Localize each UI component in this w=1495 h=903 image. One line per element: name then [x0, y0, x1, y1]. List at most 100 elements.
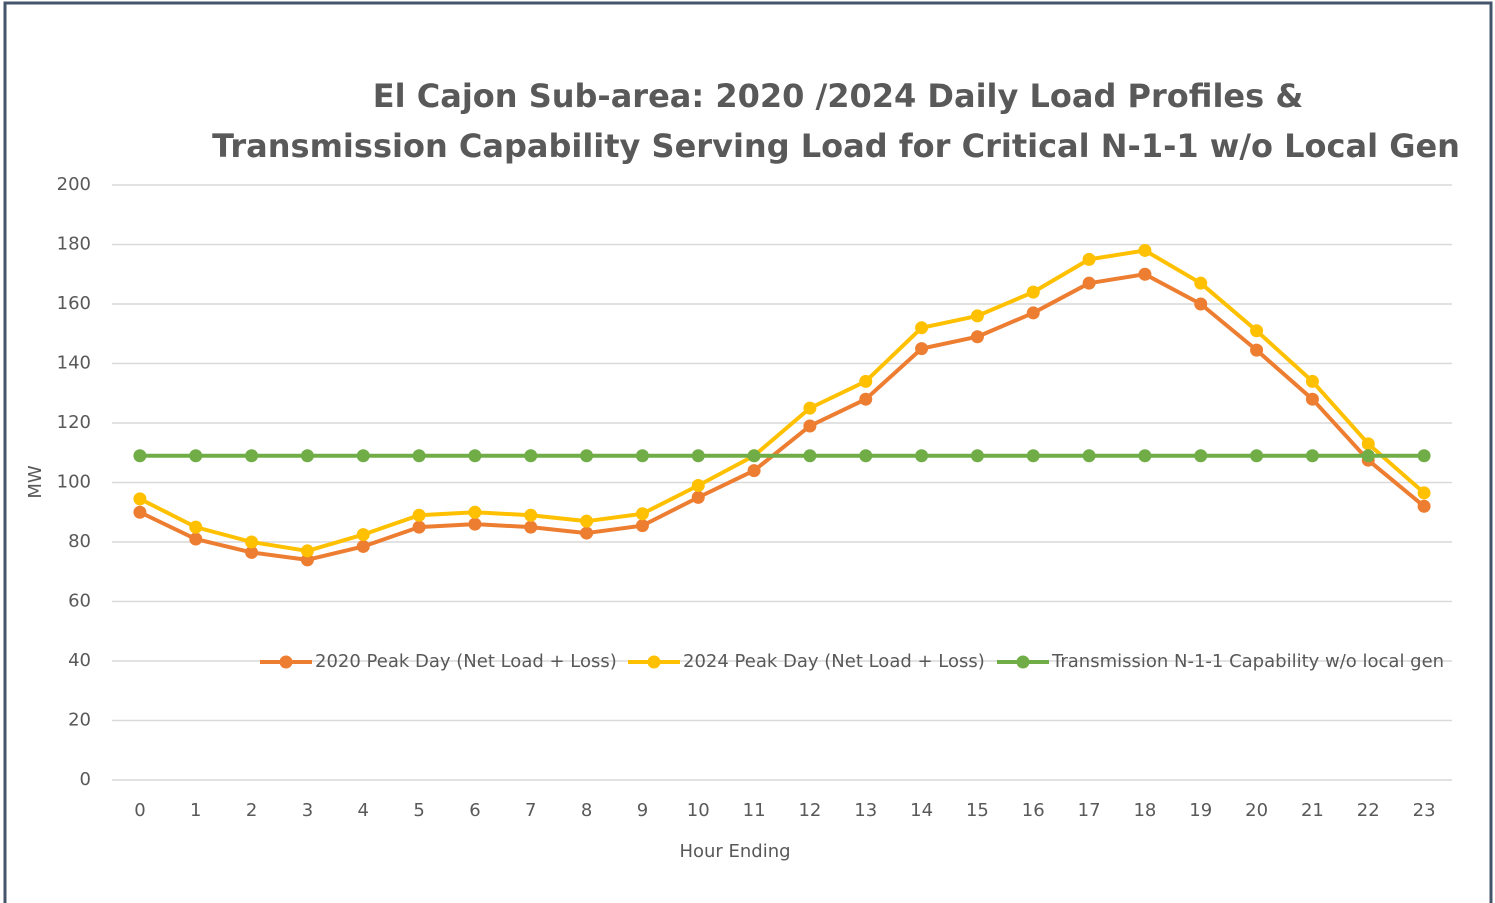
x-tick-label: 10 — [687, 800, 710, 821]
data-point — [691, 478, 705, 492]
data-point — [300, 553, 314, 567]
data-point — [1250, 343, 1264, 357]
x-tick-label: 7 — [525, 800, 536, 821]
x-tick-label: 3 — [302, 800, 313, 821]
data-point — [189, 532, 203, 546]
data-point — [133, 449, 147, 463]
data-point — [1082, 449, 1096, 463]
data-point — [580, 526, 594, 540]
data-point — [524, 520, 538, 534]
series-line — [139, 248, 1426, 553]
data-point — [580, 514, 594, 528]
data-point — [189, 449, 203, 463]
data-point — [356, 449, 370, 463]
y-tick-label: 0 — [80, 769, 91, 790]
data-point — [133, 505, 147, 519]
data-point — [1417, 499, 1431, 513]
data-point — [635, 449, 649, 463]
x-axis-label: Hour Ending — [679, 841, 790, 862]
data-point — [189, 520, 203, 534]
data-point — [691, 490, 705, 504]
x-tick-label: 15 — [966, 800, 989, 821]
data-point — [412, 508, 426, 522]
data-point — [245, 535, 259, 549]
x-tick-label: 19 — [1189, 800, 1212, 821]
y-tick-label: 120 — [57, 412, 91, 433]
data-point — [1361, 437, 1375, 451]
y-tick-label: 40 — [68, 650, 91, 671]
data-point — [859, 449, 873, 463]
data-point — [915, 342, 929, 356]
data-point — [356, 539, 370, 553]
legend-marker — [279, 655, 293, 669]
y-tick-label: 200 — [57, 174, 91, 195]
data-point — [747, 449, 761, 463]
data-point — [245, 449, 259, 463]
data-point — [635, 519, 649, 533]
data-point — [747, 464, 761, 478]
x-tick-label: 12 — [798, 800, 821, 821]
y-tick-label: 100 — [57, 472, 91, 493]
data-point — [970, 309, 984, 323]
data-point — [803, 419, 817, 433]
data-point — [1082, 276, 1096, 290]
data-point — [412, 520, 426, 534]
data-point — [1194, 449, 1208, 463]
x-tick-label: 13 — [854, 800, 877, 821]
data-point — [1305, 449, 1319, 463]
y-tick-label: 80 — [68, 531, 91, 552]
x-tick-label: 6 — [469, 800, 480, 821]
data-point — [635, 507, 649, 521]
chart-title: El Cajon Sub-area: 2020 /2024 Daily Load… — [373, 77, 1303, 115]
x-tick-label: 22 — [1357, 800, 1380, 821]
y-tick-label: 180 — [57, 234, 91, 255]
y-tick-label: 20 — [68, 710, 91, 731]
data-point — [1138, 267, 1152, 281]
data-point — [468, 505, 482, 519]
data-point — [524, 508, 538, 522]
x-tick-label: 5 — [413, 800, 424, 821]
data-point — [524, 449, 538, 463]
x-tick-label: 23 — [1413, 800, 1436, 821]
data-point — [1138, 449, 1152, 463]
y-tick-label: 60 — [68, 591, 91, 612]
legend-marker — [647, 655, 661, 669]
x-tick-label: 9 — [637, 800, 648, 821]
data-point — [1026, 306, 1040, 320]
data-point — [1417, 449, 1431, 463]
x-tick-label: 16 — [1022, 800, 1045, 821]
x-tick-label: 11 — [743, 800, 766, 821]
y-tick-label: 160 — [57, 293, 91, 314]
data-point — [412, 449, 426, 463]
data-point — [300, 544, 314, 558]
legend-label: Transmission N-1-1 Capability w/o local … — [1051, 651, 1444, 672]
series-line — [139, 272, 1426, 562]
data-point — [468, 449, 482, 463]
x-tick-label: 18 — [1133, 800, 1156, 821]
data-point — [468, 517, 482, 531]
data-point — [1250, 324, 1264, 338]
data-point — [1194, 297, 1208, 311]
legend-label: 2020 Peak Day (Net Load + Loss) — [315, 651, 617, 672]
y-tick-label: 140 — [57, 353, 91, 374]
legend-label: 2024 Peak Day (Net Load + Loss) — [683, 651, 985, 672]
data-point — [691, 449, 705, 463]
data-point — [803, 401, 817, 415]
data-point — [1138, 243, 1152, 257]
data-point — [580, 449, 594, 463]
data-point — [1026, 449, 1040, 463]
legend-marker — [1016, 655, 1030, 669]
x-tick-label: 20 — [1245, 800, 1268, 821]
data-point — [1417, 486, 1431, 500]
chart-subtitle: Transmission Capability Serving Load for… — [212, 127, 1460, 165]
x-tick-label: 21 — [1301, 800, 1324, 821]
data-point — [915, 449, 929, 463]
data-point — [970, 330, 984, 344]
data-point — [133, 492, 147, 506]
data-point — [803, 449, 817, 463]
data-point — [356, 528, 370, 542]
data-point — [859, 374, 873, 388]
data-point — [1026, 285, 1040, 299]
data-point — [1194, 276, 1208, 290]
